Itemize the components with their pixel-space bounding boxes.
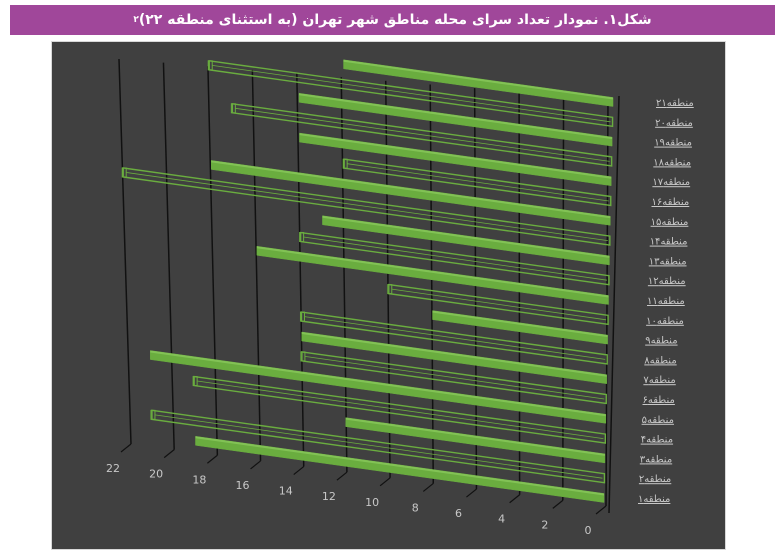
category-label: منطقه۲۱ [656, 98, 694, 109]
category-label: منطقه۱۳ [649, 256, 687, 267]
category-label: منطقه۴ [641, 435, 673, 446]
category-label: منطقه۱۰ [646, 316, 684, 327]
bar-6 [301, 351, 607, 405]
category-label: منطقه۷ [643, 375, 675, 386]
bar-18 [231, 102, 613, 167]
x-tick-label: 0 [585, 524, 592, 537]
x-tick-label: 4 [498, 513, 505, 526]
x-tick-label: 2 [541, 518, 548, 531]
x-tick-label: 12 [322, 490, 336, 503]
category-label: منطقه۱۱ [647, 296, 685, 307]
bar-10 [388, 283, 609, 326]
category-label: منطقه۲۰ [655, 118, 693, 129]
bar-2 [151, 409, 606, 484]
category-label: منطقه۱۹ [654, 138, 692, 149]
bar-13 [322, 215, 610, 266]
bar-4 [193, 375, 607, 444]
category-label: منطقه۱۴ [650, 237, 688, 248]
category-label: منطقه۱ [638, 494, 670, 505]
x-tick-label: 16 [236, 479, 250, 492]
category-label: منطقه۱۷ [652, 177, 690, 188]
x-tick-label: 14 [279, 485, 293, 498]
x-tick-label: 20 [149, 468, 163, 481]
x-tick-label: 10 [365, 496, 379, 509]
category-label: منطقه۳ [640, 454, 672, 465]
bar-20 [208, 60, 614, 128]
category-label: منطقه۱۵ [651, 217, 689, 228]
bar-15 [211, 160, 611, 226]
footnote-mark: ۲ [133, 15, 139, 25]
bar-16 [343, 158, 612, 207]
figure-title: شکل۱. نمودار تعداد سرای محله مناطق شهر ت… [138, 12, 652, 28]
category-label: منطقه۵ [642, 415, 674, 426]
category-label: منطقه۹ [645, 336, 677, 347]
bar-9 [432, 310, 608, 345]
category-label: منطقه۱۶ [652, 197, 690, 208]
x-tick-label: 6 [455, 507, 462, 520]
bar-19 [298, 92, 613, 147]
category-label: منطقه۲ [639, 474, 671, 485]
bar-17 [299, 132, 612, 186]
x-axis-ticks: 0 2 4 6 8 10 12 14 16 18 20 22 [106, 462, 592, 537]
bar-21 [343, 59, 614, 107]
bar-8 [300, 311, 608, 365]
chart-area: 0 2 4 6 8 10 12 14 16 18 20 22 منطقه۲۱ منطقه۲۰ منطقه۱۹… [51, 41, 726, 550]
category-label: منطقه۸ [644, 355, 676, 366]
bar-12 [299, 231, 610, 286]
bars: منطقه۲۱ منطقه۲۰ منطقه۱۹ منطقه۱۸ منطقه۱۷ منطقه… [121, 59, 694, 505]
bar-14 [122, 167, 611, 246]
figure-title-bar: شکل۱. نمودار تعداد سرای محله مناطق شهر ت… [10, 5, 775, 35]
bar-chart-3d: 0 2 4 6 8 10 12 14 16 18 20 22 منطقه۲۱ منطقه۲۰ منطقه۱۹… [106, 58, 694, 537]
category-label: منطقه۱۸ [653, 157, 691, 168]
category-label: منطقه۶ [643, 395, 675, 406]
x-tick-label: 18 [192, 473, 206, 486]
x-tick-label: 8 [412, 501, 419, 514]
x-tick-label: 22 [106, 462, 120, 475]
category-label: منطقه۱۲ [648, 276, 686, 287]
